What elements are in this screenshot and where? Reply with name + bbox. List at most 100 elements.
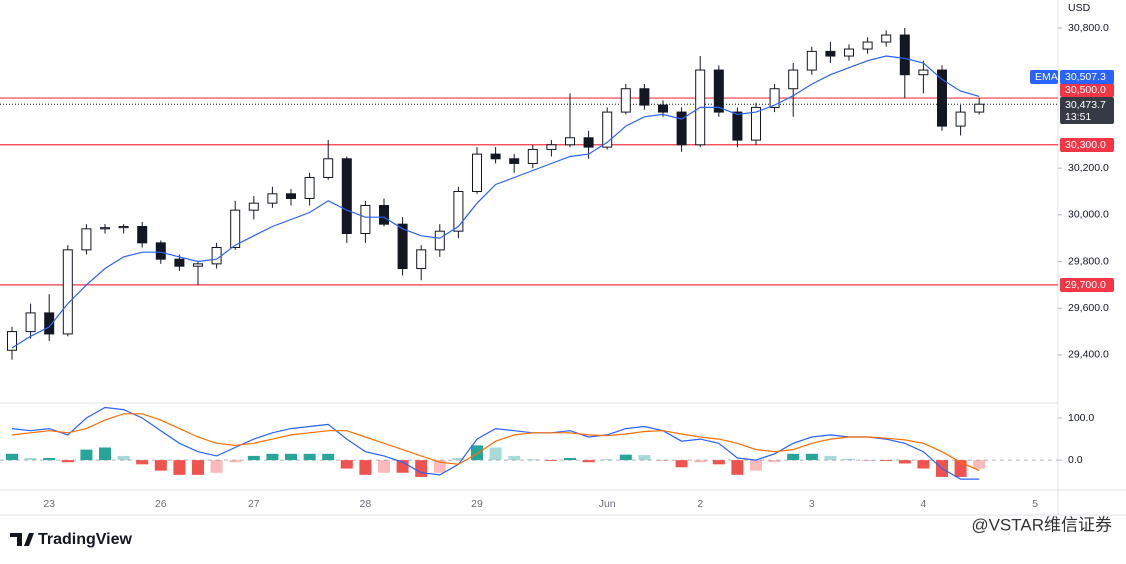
candle-body: [955, 111, 966, 127]
histogram-bar: [880, 460, 893, 461]
x-tick-label: Jun: [599, 498, 616, 510]
y-tick-label: 30,200.0: [1068, 162, 1109, 174]
histogram-bar: [6, 453, 18, 461]
histogram-bar: [675, 460, 688, 468]
histogram-bar: [452, 458, 465, 461]
currency: USD: [1068, 2, 1091, 14]
histogram-bar: [843, 458, 855, 461]
last-price-badge: [1060, 97, 1114, 124]
signal-line: [11, 413, 980, 472]
candle-body: [546, 144, 557, 150]
histogram-bar: [582, 460, 595, 463]
candle-body: [509, 158, 520, 164]
histogram-bar: [303, 453, 316, 461]
histogram-bar: [99, 447, 111, 461]
histogram-bar: [508, 455, 521, 461]
histogram-bar: [638, 455, 651, 461]
candle-body: [751, 106, 761, 141]
price-badge: [1060, 278, 1114, 292]
logo-text: TradingView: [38, 531, 133, 548]
candle-body: [211, 247, 222, 265]
candle-body: [937, 69, 947, 127]
candle-body: [453, 190, 464, 232]
candle-body: [193, 263, 203, 267]
candle-body: [825, 50, 836, 57]
ema-badge-name: [1030, 70, 1058, 84]
candle-body: [899, 34, 910, 76]
price-badge: [1060, 83, 1114, 97]
candle-body: [25, 312, 36, 333]
candle-body: [918, 69, 929, 76]
candle-body: [323, 158, 334, 178]
candle-body: [788, 69, 799, 90]
candle-body: [732, 111, 743, 141]
histogram-bar: [359, 460, 372, 475]
candle-body: [286, 193, 296, 199]
candle-body: [769, 88, 780, 108]
candle-body: [472, 153, 482, 192]
candle-body: [490, 153, 501, 160]
x-tick-label: 4: [920, 498, 926, 510]
ema-badge: [1060, 70, 1114, 84]
candle-body: [62, 249, 73, 335]
histogram-bar: [192, 460, 204, 475]
histogram-bar: [340, 460, 353, 469]
y-tick-label: 29,400.0: [1068, 349, 1109, 361]
candle-body: [174, 258, 185, 267]
histogram-bar: [471, 445, 483, 461]
candle-body: [844, 48, 854, 57]
candle-body: [118, 226, 129, 229]
macd-line: [11, 406, 980, 480]
histogram-bar: [917, 460, 930, 469]
candle-body: [137, 226, 148, 244]
histogram-bar: [973, 460, 986, 469]
price-badge: [1060, 138, 1114, 152]
histogram-bar: [545, 460, 558, 461]
candle-body: [379, 204, 389, 225]
candle-body: [44, 312, 55, 335]
x-tick-label: 23: [43, 498, 55, 510]
histogram-bar: [229, 460, 242, 463]
histogram-bar: [61, 460, 74, 463]
ema-line: [11, 55, 980, 349]
histogram-bar: [489, 447, 502, 461]
histogram-bar: [117, 455, 130, 461]
candle-body: [602, 111, 613, 148]
y-tick-label: 30,000.0: [1068, 209, 1109, 221]
histogram-bar: [43, 458, 56, 461]
ema-name: EMA: [1035, 71, 1058, 83]
candle-body: [267, 193, 278, 204]
y-tick-label: 29,800.0: [1068, 255, 1109, 267]
candle-body: [341, 158, 352, 235]
x-tick-label: 26: [155, 498, 167, 510]
y-tick-label: 30,800.0: [1068, 22, 1109, 34]
countdown-label: 13:51: [1065, 111, 1091, 123]
macd-tick-label: 0.0: [1068, 454, 1083, 466]
x-tick-label: 29: [471, 498, 483, 510]
histogram-bar: [954, 460, 967, 477]
histogram-bar: [787, 453, 800, 461]
histogram-bar: [526, 459, 539, 461]
x-tick-label: 28: [360, 498, 372, 510]
histogram-bar: [266, 453, 279, 461]
candle-body: [230, 209, 241, 249]
candle-body: [360, 204, 371, 235]
histogram-bar: [861, 460, 874, 461]
histogram-bar: [601, 459, 614, 461]
histogram-bar: [564, 458, 576, 461]
logo: TradingView: [10, 531, 133, 548]
last-price-label: 30,473.7: [1065, 99, 1106, 111]
x-tick-label: 3: [809, 498, 815, 510]
ema-label: 30,507.3: [1065, 71, 1106, 83]
candle-body: [881, 34, 892, 43]
histogram-bar: [247, 455, 260, 461]
candle-body: [397, 223, 408, 270]
candle-body: [713, 69, 724, 113]
histogram-bar: [824, 455, 837, 461]
candle-body: [81, 228, 92, 251]
histogram-bar: [378, 460, 390, 473]
histogram-bar: [694, 460, 707, 463]
histogram-bar: [322, 453, 335, 461]
